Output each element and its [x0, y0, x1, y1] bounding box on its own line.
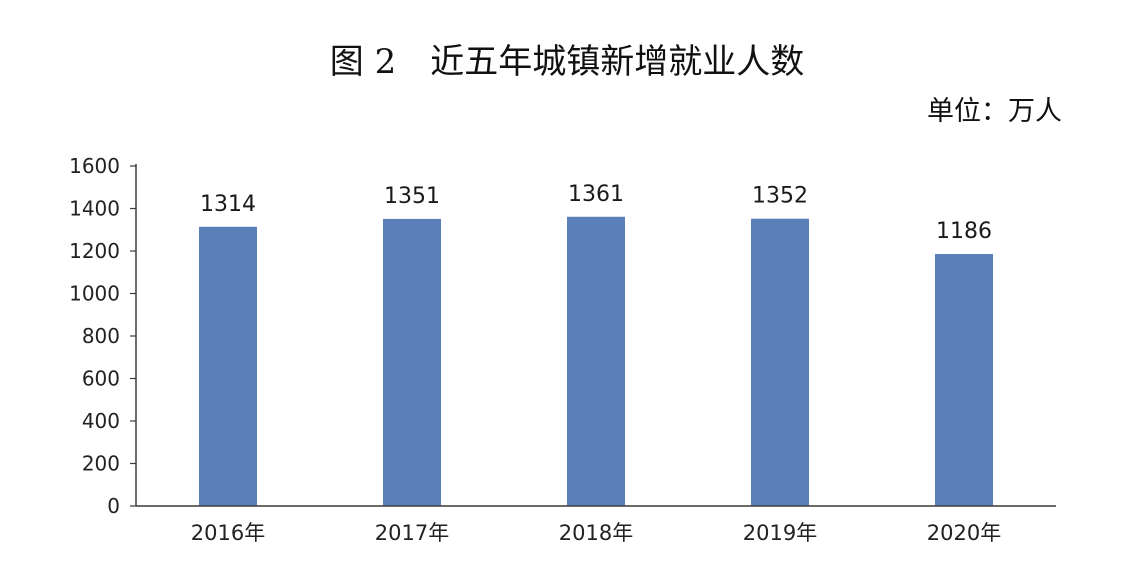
chart-title: 图 2 近五年城镇新增就业人数: [329, 42, 805, 82]
x-tick-label: 2018年: [559, 521, 633, 545]
data-label: 1361: [568, 182, 624, 207]
bar: [199, 226, 257, 506]
data-label: 1314: [200, 192, 256, 217]
y-tick-label: 1200: [69, 239, 120, 263]
bars: [199, 216, 993, 506]
y-tick-label: 1000: [69, 282, 120, 306]
data-label: 1351: [384, 184, 440, 209]
y-tick-label: 600: [82, 367, 120, 391]
x-axis-labels: 2016年 2017年 2018年 2019年 2020年: [191, 521, 1001, 545]
y-tick-label: 1400: [69, 197, 120, 221]
bar: [935, 253, 993, 506]
bar: [567, 216, 625, 506]
x-tick-label: 2019年: [743, 521, 817, 545]
y-tick-label: 400: [82, 409, 120, 433]
y-tick-label: 800: [82, 324, 120, 348]
y-tick-label: 0: [107, 494, 120, 518]
bar: [383, 218, 441, 506]
y-tick-label: 1600: [69, 154, 120, 178]
unit-label: 单位：万人: [927, 96, 1062, 127]
x-tick-label: 2016年: [191, 521, 265, 545]
data-labels: 1314 1351 1361 1352 1186: [200, 182, 992, 244]
x-tick-label: 2017年: [375, 521, 449, 545]
y-tick-label: 200: [82, 452, 120, 476]
data-label: 1352: [752, 184, 808, 209]
bar: [751, 218, 809, 506]
y-axis-ticks: 0 200 400 600 800 1000 1200 1400 1600: [69, 154, 136, 518]
x-tick-label: 2020年: [927, 521, 1001, 545]
data-label: 1186: [936, 219, 992, 244]
